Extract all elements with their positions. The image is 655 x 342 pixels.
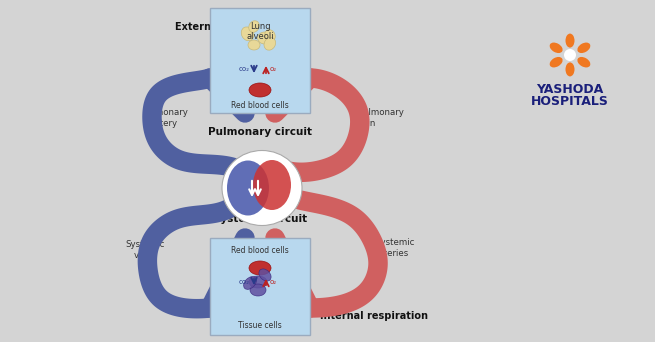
Circle shape <box>564 49 576 61</box>
Ellipse shape <box>253 160 291 210</box>
Ellipse shape <box>550 42 563 53</box>
Ellipse shape <box>578 57 590 67</box>
Text: Red blood cells: Red blood cells <box>231 101 289 109</box>
Text: External respiration: External respiration <box>175 22 286 32</box>
Text: Systemic
veins: Systemic veins <box>125 240 164 260</box>
Text: Tissue cells: Tissue cells <box>238 321 282 330</box>
Ellipse shape <box>265 30 275 41</box>
Text: Systemic
arteries: Systemic arteries <box>375 238 415 258</box>
Ellipse shape <box>565 62 574 76</box>
Text: o₂: o₂ <box>270 66 277 72</box>
Ellipse shape <box>241 27 254 41</box>
Ellipse shape <box>227 160 269 215</box>
Ellipse shape <box>565 34 574 48</box>
Ellipse shape <box>259 269 271 281</box>
Ellipse shape <box>250 284 266 296</box>
Text: YASHODA: YASHODA <box>536 83 604 96</box>
Text: co₂: co₂ <box>239 66 250 72</box>
Ellipse shape <box>264 38 276 50</box>
Text: o₂: o₂ <box>270 279 277 285</box>
Ellipse shape <box>249 261 271 275</box>
FancyBboxPatch shape <box>210 238 310 335</box>
Ellipse shape <box>550 57 563 67</box>
Ellipse shape <box>249 276 267 288</box>
Ellipse shape <box>248 40 260 50</box>
Text: Pulmonary
vein: Pulmonary vein <box>358 108 404 128</box>
Text: Internal respiration: Internal respiration <box>320 311 428 321</box>
Text: Pulmonary circuit: Pulmonary circuit <box>208 127 312 137</box>
Ellipse shape <box>578 42 590 53</box>
Ellipse shape <box>244 277 256 289</box>
Ellipse shape <box>257 32 272 44</box>
Ellipse shape <box>249 83 271 97</box>
Text: co₂: co₂ <box>239 279 250 285</box>
Ellipse shape <box>249 21 259 32</box>
Ellipse shape <box>222 150 302 225</box>
Text: Systemic circuit: Systemic circuit <box>213 214 307 224</box>
Text: Pulmonary
artery: Pulmonary artery <box>142 108 188 128</box>
FancyBboxPatch shape <box>210 8 310 113</box>
Text: HOSPITALS: HOSPITALS <box>531 95 609 108</box>
Text: Lung
alveoli: Lung alveoli <box>246 22 274 41</box>
Text: Red blood cells: Red blood cells <box>231 246 289 255</box>
